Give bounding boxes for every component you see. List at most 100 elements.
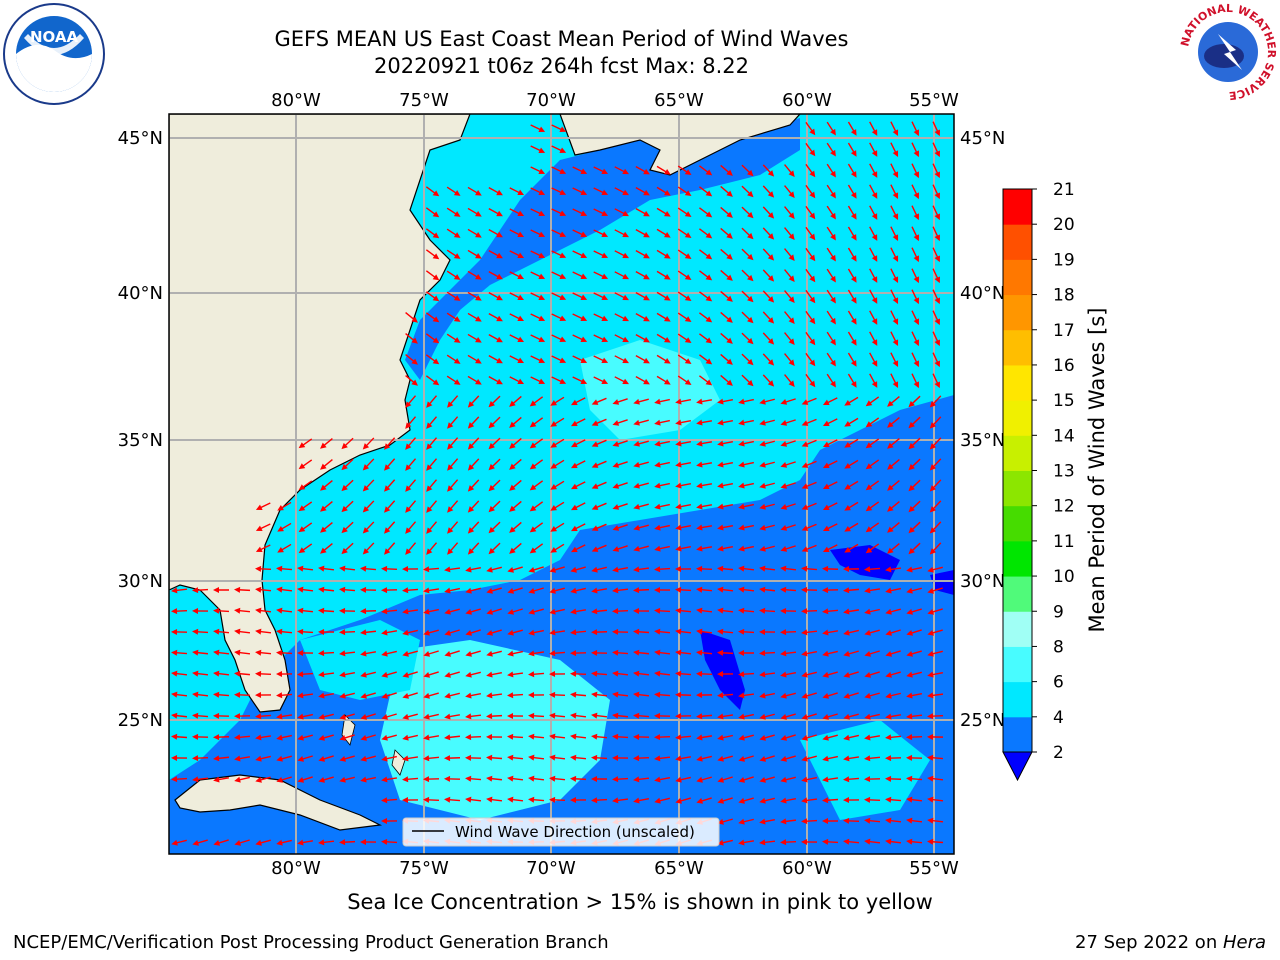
wind-arrow-head — [717, 461, 724, 468]
wind-arrow-head — [913, 339, 919, 347]
wind-arrow-head — [633, 691, 640, 698]
wind-arrow-head — [362, 464, 370, 471]
wind-arrow-head — [759, 607, 766, 614]
wind-arrow-head — [892, 213, 899, 221]
wind-arrow-head — [486, 566, 493, 573]
wind-arrow-head — [570, 733, 577, 740]
wind-arrow-head — [850, 318, 857, 325]
wind-arrow-head — [887, 421, 894, 428]
wind-arrow-head — [298, 484, 306, 491]
wind-arrow-head — [475, 378, 482, 385]
wind-arrow-head — [767, 275, 775, 282]
wind-arrow-head — [887, 547, 894, 554]
wind-arrow-head — [906, 754, 913, 761]
wind-arrow-head — [885, 713, 892, 720]
wind-arrow-head — [696, 419, 703, 426]
colorbar-band — [1003, 435, 1032, 471]
wind-arrow-head — [496, 357, 503, 364]
wind-arrow-head — [559, 315, 567, 321]
wind-arrow-head — [402, 671, 409, 678]
wind-arrow-head — [684, 337, 692, 344]
wind-arrow-head — [767, 212, 775, 219]
wind-arrow-head — [726, 190, 733, 197]
wind-arrow-head — [759, 671, 766, 678]
wind-arrow-head — [726, 358, 733, 365]
wind-arrow-head — [871, 339, 878, 346]
wind-arrow-head — [402, 587, 409, 594]
wind-arrow-head — [643, 168, 650, 175]
wind-arrow-head — [580, 294, 588, 300]
wind-arrow-head — [885, 566, 892, 573]
wind-arrow-head — [298, 463, 306, 470]
wind-arrow-head — [362, 485, 370, 492]
wind-arrow-head — [570, 691, 577, 698]
wind-arrow-head — [496, 231, 503, 238]
wind-arrow-head — [559, 147, 567, 153]
wind-arrow-head — [559, 378, 567, 384]
wind-arrow-head — [507, 754, 514, 761]
wind-arrow-head — [780, 650, 787, 657]
wind-arrow-head — [717, 692, 724, 699]
colorbar-band — [1003, 259, 1032, 296]
wind-arrow-head — [801, 838, 808, 845]
wind-arrow-head — [809, 317, 816, 325]
wind-arrow-head — [320, 526, 327, 533]
wind-arrow-head — [432, 232, 440, 239]
wind-arrow-head — [906, 817, 913, 824]
wind-arrow-head — [643, 315, 650, 322]
wind-arrow-head — [549, 629, 556, 636]
wind-arrow-head — [538, 273, 546, 280]
wind-arrow-head — [591, 504, 599, 510]
wind-arrow-head — [696, 628, 703, 635]
wind-arrow-head — [654, 797, 661, 804]
wind-arrow-head — [850, 360, 857, 367]
wind-arrow-head — [717, 628, 724, 635]
wind-arrow-head — [255, 565, 262, 572]
wind-arrow-head — [696, 461, 703, 468]
wind-arrow-head — [453, 211, 461, 217]
wind-arrow-head — [509, 442, 516, 449]
wind-arrow-head — [913, 318, 919, 326]
wind-arrow-head — [517, 357, 525, 364]
wind-arrow-head — [654, 755, 661, 762]
wind-arrow-head — [759, 461, 766, 468]
lon-tick-bottom-6: 55°W — [909, 858, 959, 879]
wind-arrow-head — [467, 422, 475, 429]
wind-arrow-head — [906, 796, 913, 803]
wind-arrow-head — [822, 608, 829, 615]
wind-arrow-head — [622, 252, 630, 259]
wind-arrow-head — [864, 817, 871, 824]
wind-arrow-head — [529, 484, 537, 491]
wind-arrow-head — [318, 586, 325, 593]
wind-arrow-head — [801, 546, 809, 552]
wind-arrow-head — [426, 527, 433, 534]
wind-arrow-head — [664, 252, 671, 259]
wind-arrow-head — [402, 776, 409, 783]
wind-arrow-head — [696, 545, 703, 552]
wind-arrow-head — [496, 378, 503, 385]
wind-arrow-head — [664, 357, 671, 364]
wind-arrow-head — [213, 628, 220, 635]
wind-arrow-head — [570, 420, 578, 427]
wind-arrow-head — [318, 607, 325, 614]
wind-arrow-head — [509, 505, 516, 512]
wind-arrow-head — [529, 547, 537, 554]
wind-arrow-head — [664, 378, 671, 385]
wind-arrow-head — [654, 734, 661, 741]
wind-arrow-head — [192, 839, 199, 846]
wind-arrow-head — [465, 754, 472, 761]
wind-arrow-head — [297, 565, 304, 572]
wind-arrow-head — [843, 566, 850, 573]
wind-arrow-head — [633, 566, 640, 573]
wind-arrow-head — [767, 254, 775, 261]
wind-arrow-head — [570, 670, 577, 677]
chart-subtitle: 20220921 t06z 264h fcst Max: 8.22 — [374, 54, 749, 78]
wind-arrow-head — [822, 838, 829, 845]
wind-arrow-head — [276, 692, 283, 699]
wind-arrow-head — [780, 441, 788, 447]
wind-arrow-head — [913, 297, 919, 305]
wind-arrow-head — [517, 252, 525, 259]
wind-arrow-head — [550, 547, 558, 553]
wind-arrow-head — [538, 378, 546, 385]
